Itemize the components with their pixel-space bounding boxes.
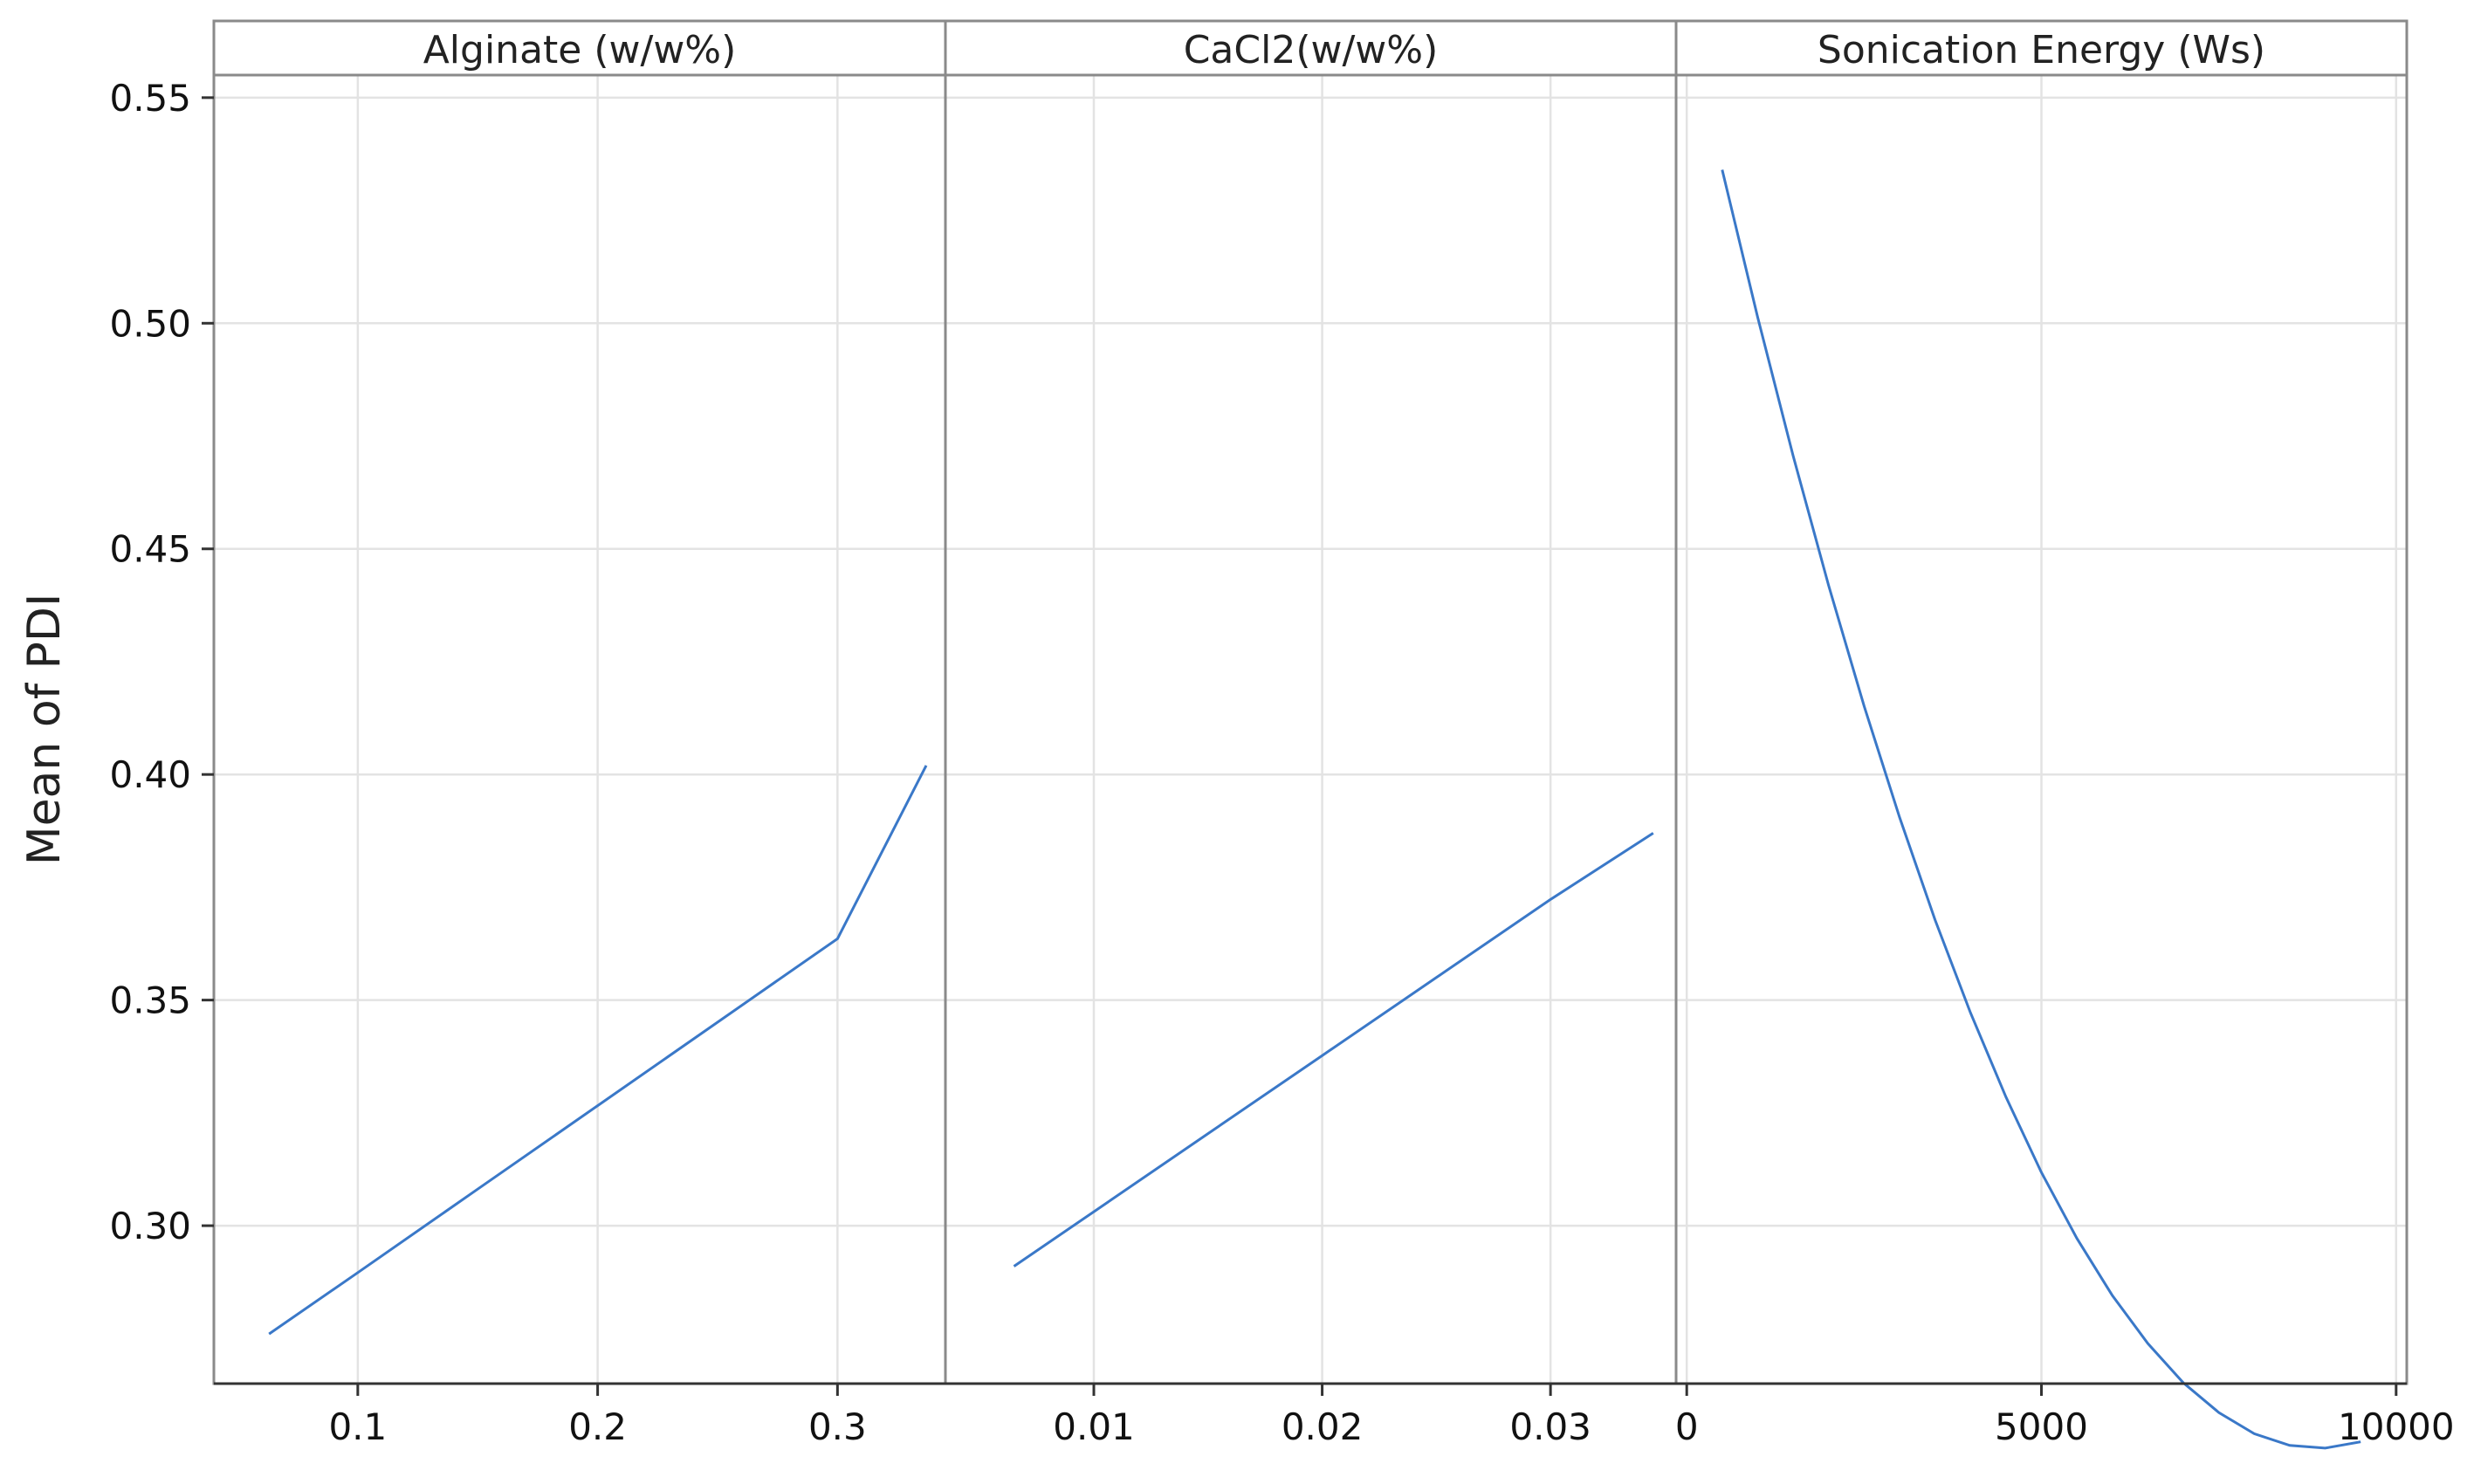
series-line-sonication — [1721, 169, 2361, 1450]
x-tick-label-cacl2-1: 0.02 — [1282, 1405, 1364, 1448]
panel-title-alginate: Alginate (w/w%) — [423, 28, 737, 72]
panel-title-sonication: Sonication Energy (Ws) — [1818, 28, 2265, 72]
x-tick-label-sonication-2: 10000 — [2338, 1405, 2455, 1448]
x-tick-label-alginate-2: 0.3 — [808, 1405, 867, 1448]
series-line-alginate — [268, 765, 928, 1336]
y-tick-label-4: 0.50 — [109, 302, 191, 345]
y-tick-label-3: 0.45 — [109, 528, 191, 571]
plot-frame — [212, 19, 2409, 1385]
panel-title-cacl2: CaCl2(w/w%) — [1184, 28, 1439, 72]
x-tick-label-alginate-1: 0.2 — [568, 1405, 627, 1448]
y-axis-label: Mean of PDI — [18, 594, 71, 866]
series-line-cacl2 — [1013, 832, 1654, 1268]
x-tick-label-sonication-0: 0 — [1675, 1405, 1699, 1448]
y-tick-label-1: 0.35 — [109, 979, 191, 1022]
x-tick-label-sonication-1: 5000 — [1995, 1405, 2088, 1448]
y-tick-label-2: 0.40 — [109, 753, 191, 796]
x-tick-label-cacl2-0: 0.01 — [1053, 1405, 1135, 1448]
panel-strip-cacl2 — [944, 19, 1678, 77]
x-tick-label-alginate-0: 0.1 — [328, 1405, 387, 1448]
y-tick-label-5: 0.55 — [109, 77, 191, 120]
y-tick-label-0: 0.30 — [109, 1205, 191, 1247]
x-tick-label-cacl2-2: 0.03 — [1509, 1405, 1591, 1448]
